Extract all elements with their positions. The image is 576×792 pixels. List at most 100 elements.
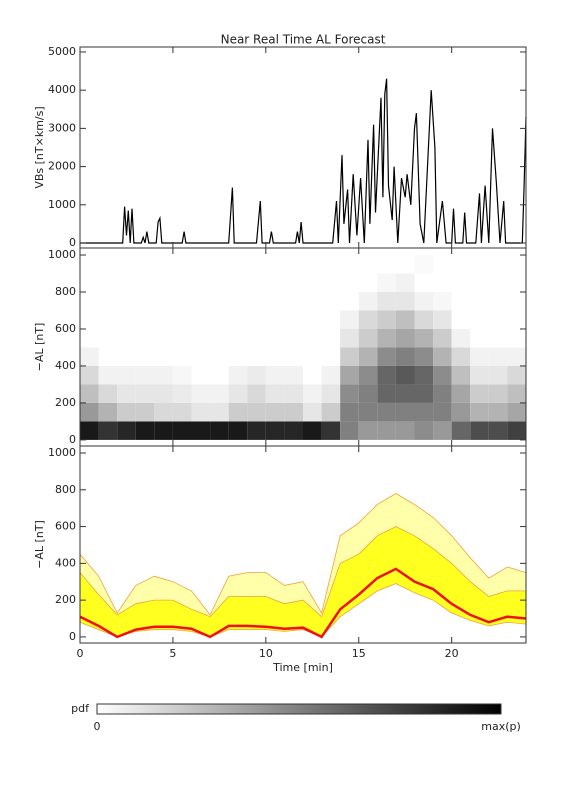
pdf-cell — [303, 402, 322, 422]
pdf-cell — [470, 384, 489, 403]
pdf-cell — [340, 255, 359, 274]
pdf-cell — [80, 255, 99, 274]
pdf-cell — [80, 421, 99, 440]
panel-frame — [79, 445, 527, 644]
pdf-cell — [321, 255, 341, 274]
pdf-cell — [80, 347, 99, 366]
pdf-cell — [395, 347, 415, 366]
y-tick-label: 0 — [69, 236, 76, 249]
pdf-cell — [117, 421, 136, 440]
pdf-cell — [488, 328, 508, 348]
pdf-cell — [172, 328, 192, 348]
pdf-cell — [172, 347, 192, 366]
pdf-cell — [135, 365, 155, 385]
pdf-cell — [377, 347, 396, 366]
pdf-cell — [117, 347, 136, 366]
pdf-cell — [247, 255, 266, 274]
pdf-cell — [210, 310, 229, 329]
pdf-cell — [358, 292, 378, 311]
pdf-cell — [210, 347, 229, 366]
pdf-cell — [358, 255, 378, 274]
pdf-cell — [265, 347, 285, 366]
pdf-cell — [377, 273, 396, 292]
pdf-cell — [377, 365, 396, 385]
pdf-cell — [488, 365, 508, 385]
pdf-cell — [154, 365, 173, 385]
pdf-cell — [191, 421, 211, 440]
x-tick-label: 5 — [169, 647, 176, 660]
y-tick-label: 2000 — [48, 160, 76, 173]
pdf-cell — [191, 384, 211, 403]
pdf-cell — [135, 402, 155, 422]
pdf-cell — [191, 292, 211, 311]
pdf-cell — [377, 421, 396, 440]
y-tick-label: 4000 — [48, 83, 76, 96]
pdf-cell — [265, 273, 285, 292]
pdf-cell — [488, 421, 508, 440]
pdf-cell — [265, 328, 285, 348]
pdf-cell — [284, 310, 303, 329]
pdf-cell — [284, 347, 303, 366]
pdf-cell — [414, 255, 434, 274]
pdf-cell — [172, 421, 192, 440]
pdf-cell — [488, 347, 508, 366]
pdf-cell — [117, 365, 136, 385]
pdf-cell — [340, 347, 359, 366]
pdf-cell — [321, 365, 341, 385]
pdf-cell — [210, 421, 229, 440]
pdf-cell — [377, 328, 396, 348]
y-axis-label: −AL [nT] — [33, 520, 46, 569]
pdf-cell — [172, 273, 192, 292]
pdf-cell — [377, 310, 396, 329]
pdf-cell — [321, 402, 341, 422]
pdf-cell — [135, 273, 155, 292]
pdf-cell — [451, 365, 471, 385]
pdf-cell — [228, 273, 248, 292]
pdf-cell — [265, 384, 285, 403]
pdf-cell — [303, 292, 322, 311]
pdf-cell — [470, 273, 489, 292]
pdf-cell — [247, 421, 266, 440]
pdf-cell — [303, 273, 322, 292]
pdf-cell — [414, 421, 434, 440]
pdf-cell — [414, 328, 434, 348]
pdf-cell — [451, 292, 471, 311]
pdf-cell — [340, 273, 359, 292]
pdf-cell — [395, 365, 415, 385]
pdf-cell — [488, 310, 508, 329]
y-tick-label: 200 — [55, 593, 76, 606]
pdf-cell — [507, 292, 526, 311]
pdf-cell — [191, 310, 211, 329]
pdf-cell — [395, 273, 415, 292]
pdf-cell — [488, 273, 508, 292]
pdf-cell — [358, 384, 378, 403]
pdf-cell — [303, 310, 322, 329]
pdf-cell — [284, 365, 303, 385]
pdf-cell — [172, 384, 192, 403]
x-tick-label: 15 — [352, 647, 366, 660]
pdf-cell — [488, 402, 508, 422]
pdf-cell — [80, 384, 99, 403]
pdf-cell — [247, 365, 266, 385]
pdf-cell — [247, 328, 266, 348]
pdf-cell — [172, 255, 192, 274]
pdf-cell — [228, 310, 248, 329]
pdf-cell — [340, 421, 359, 440]
pdf-cell — [210, 384, 229, 403]
pdf-cell — [470, 365, 489, 385]
pdf-cell — [265, 402, 285, 422]
pdf-cell — [433, 273, 452, 292]
y-tick-label: 1000 — [48, 248, 76, 261]
pdf-cell — [191, 365, 211, 385]
pdf-cell — [470, 255, 489, 274]
pdf-cell — [507, 328, 526, 348]
pdf-cell — [358, 402, 378, 422]
pdf-cell — [321, 310, 341, 329]
pdf-cell — [117, 255, 136, 274]
y-tick-label: 400 — [55, 556, 76, 569]
pdf-cell — [303, 328, 322, 348]
pdf-cell — [172, 292, 192, 311]
y-axis-label: −AL [nT] — [33, 323, 46, 372]
pdf-cell — [210, 273, 229, 292]
pdf-cell — [228, 365, 248, 385]
